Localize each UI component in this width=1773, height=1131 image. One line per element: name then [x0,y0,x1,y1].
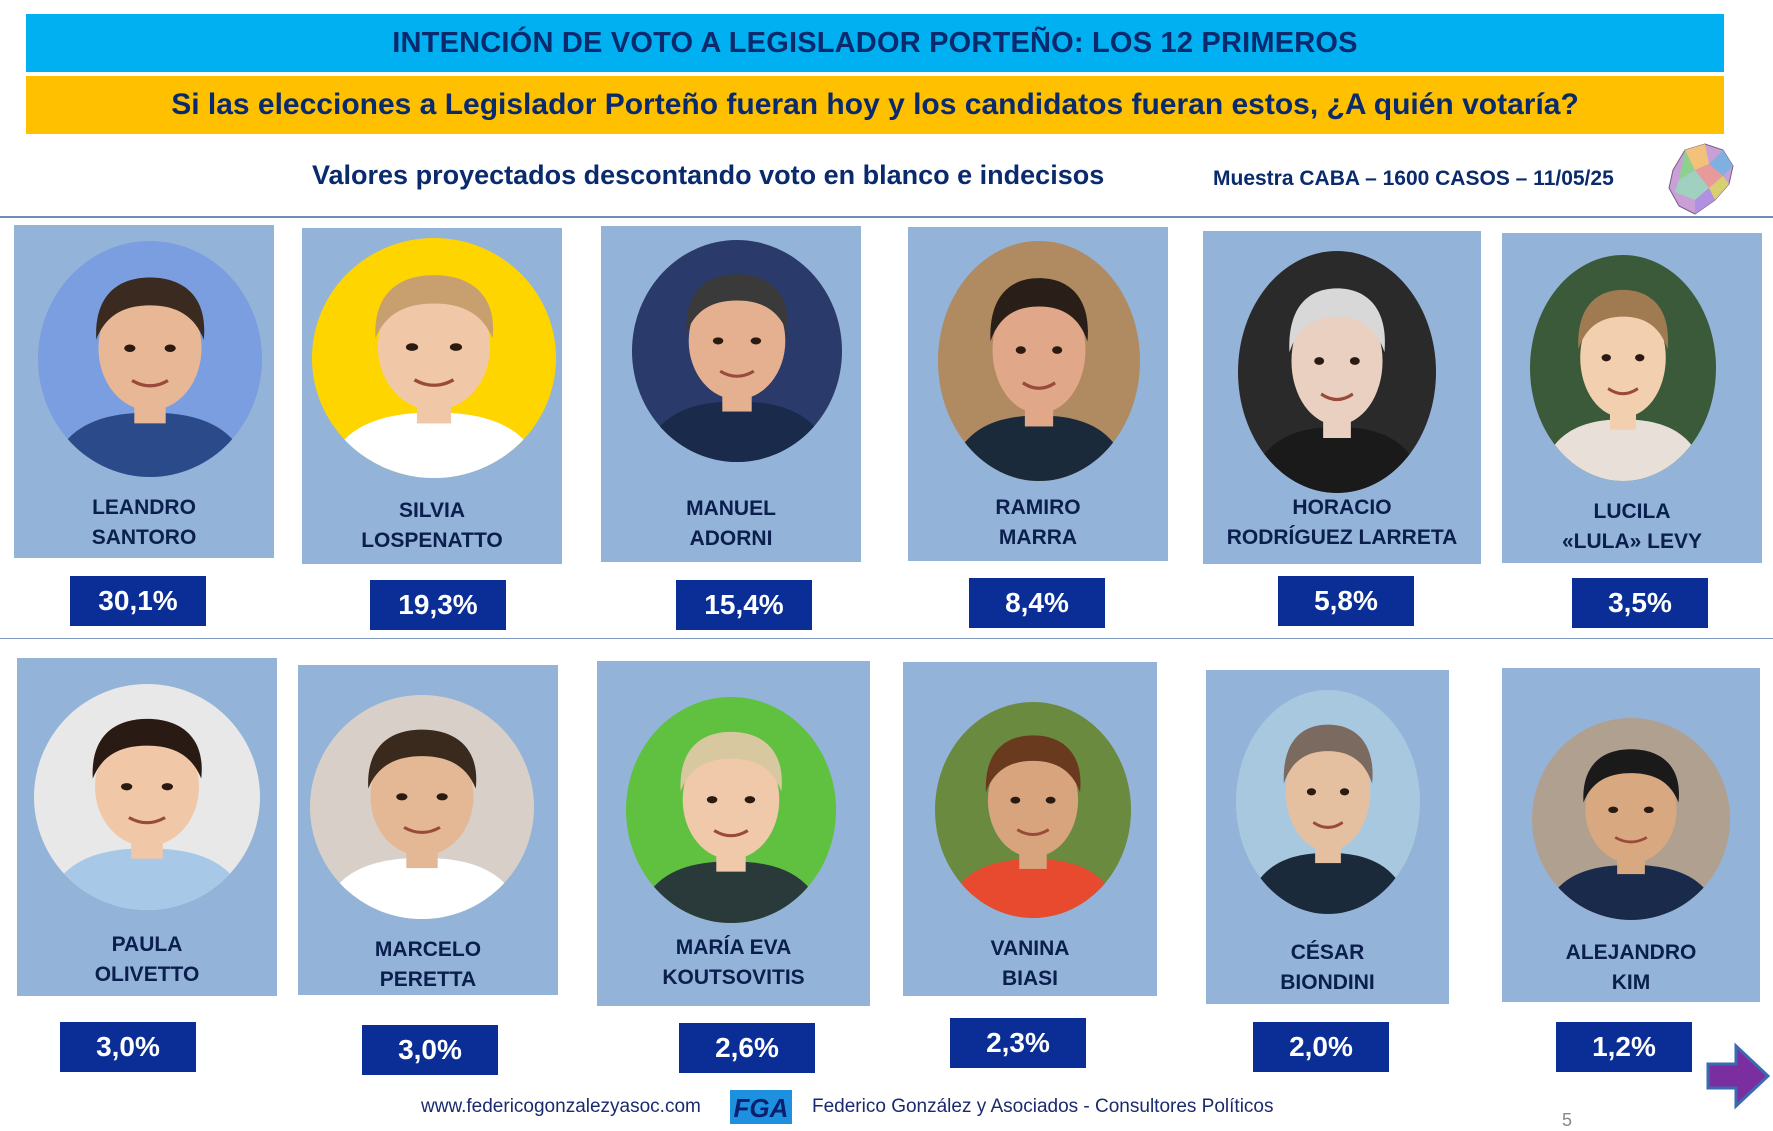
candidate-name-line1: MARCELO [374,938,482,961]
page-number: 5 [1562,1110,1573,1130]
vote-percentage: 2,0% [1253,1022,1389,1072]
fga-logo: FGA [730,1090,792,1124]
vote-percentage: 3,0% [362,1025,498,1075]
candidate-name-line2: OLIVETTO [94,963,200,986]
page-title: INTENCIÓN DE VOTO A LEGISLADOR PORTEÑO: … [392,26,1358,59]
vote-percentage: 15,4% [676,580,812,630]
candidate-name-line1: VANINA [990,937,1070,960]
candidate-card: HORACIO RODRÍGUEZ LARRETA [1203,231,1481,564]
candidate-name-line2: «LULA» LEVY [1561,530,1703,553]
candidate-name-line1: RAMIRO [995,496,1081,519]
vote-percentage: 19,3% [370,580,506,630]
candidate-photo [1238,251,1436,493]
candidate-name-line1: HORACIO [1292,496,1392,519]
footer-company: Federico González y Asociados - Consulto… [812,1096,1274,1117]
question-band: Si las elecciones a Legislador Porteño f… [26,76,1724,134]
candidate-card: ALEJANDRO KIM [1502,668,1760,1002]
candidate-name-line1: CÉSAR [1290,941,1365,964]
divider-middle [0,638,1773,639]
candidate-card: VANINA BIASI [903,662,1157,996]
vote-percentage: 8,4% [969,578,1105,628]
candidate-name-line1: MARÍA EVA [675,936,792,959]
candidate-card: PAULA OLIVETTO [17,658,277,996]
candidate-name-line2: MARRA [998,526,1078,549]
vote-percentage: 30,1% [70,576,206,626]
candidate-name-line2: BIONDINI [1280,971,1375,994]
candidate-name-line2: KOUTSOVITIS [662,966,805,989]
candidate-photo [38,241,262,477]
candidate-name-line1: SILVIA [398,499,466,522]
candidate-name-line1: LUCILA [1593,500,1671,523]
candidate-photo [935,702,1131,918]
candidate-card: LEANDRO SANTORO [14,225,274,558]
survey-question: Si las elecciones a Legislador Porteño f… [171,88,1579,121]
candidate-photo [626,697,836,923]
candidate-photo [632,240,842,462]
vote-percentage: 1,2% [1556,1022,1692,1072]
candidate-name-line2: BIASI [1001,967,1058,990]
divider-top [0,216,1773,218]
candidate-photo [1532,718,1730,920]
candidate-photo [1236,690,1420,914]
candidate-photo [312,238,556,478]
candidate-name-line1: PAULA [111,933,183,956]
vote-percentage: 2,6% [679,1023,815,1073]
candidate-card: MARÍA EVA KOUTSOVITIS [597,661,870,1006]
candidate-card: MARCELO PERETTA [298,665,558,995]
candidate-card: SILVIA LOSPENATTO [302,228,562,564]
vote-percentage: 3,0% [60,1022,196,1072]
footer-url: www.federicogonzalezyasoc.com [421,1096,701,1117]
candidate-name-line2: LOSPENATTO [361,529,503,552]
vote-percentage: 5,8% [1278,576,1414,626]
candidate-name-line1: MANUEL [686,497,776,520]
candidate-card: CÉSAR BIONDINI [1206,670,1449,1004]
vote-percentage: 3,5% [1572,578,1708,628]
candidate-name-line2: PERETTA [379,968,477,991]
sample-info: Muestra CABA – 1600 CASOS – 11/05/25 [1213,167,1614,190]
candidate-name-line1: LEANDRO [92,496,196,519]
fga-logo-text: FGA [734,1093,789,1123]
candidate-photo [938,241,1140,481]
candidate-photo [34,684,260,910]
candidate-card: RAMIRO MARRA [908,227,1168,561]
candidate-name-line2: RODRÍGUEZ LARRETA [1226,526,1458,549]
candidate-photo [1530,255,1716,481]
candidate-name-line1: ALEJANDRO [1565,941,1697,964]
title-band: INTENCIÓN DE VOTO A LEGISLADOR PORTEÑO: … [26,14,1724,72]
candidate-photo [310,695,534,919]
subtitle: Valores proyectados descontando voto en … [312,160,1105,190]
candidate-card: MANUEL ADORNI [601,226,861,562]
candidate-name-line2: KIM [1611,971,1651,994]
candidate-name-line2: SANTORO [91,526,197,549]
caba-map-icon [1668,143,1734,215]
vote-percentage: 2,3% [950,1018,1086,1068]
candidate-name-line2: ADORNI [689,527,773,550]
next-arrow-icon[interactable] [1706,1042,1770,1110]
candidate-card: LUCILA «LULA» LEVY [1502,233,1762,563]
